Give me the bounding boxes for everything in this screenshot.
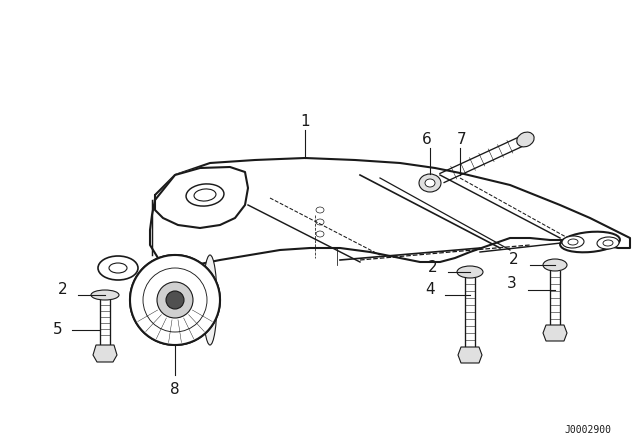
Text: 4: 4 [425, 283, 435, 297]
Ellipse shape [91, 290, 119, 300]
Circle shape [157, 282, 193, 318]
Text: 8: 8 [170, 383, 180, 397]
Text: 2: 2 [509, 253, 519, 267]
Circle shape [130, 255, 220, 345]
Text: 2: 2 [428, 259, 438, 275]
Polygon shape [543, 325, 567, 341]
Ellipse shape [516, 132, 534, 147]
Polygon shape [150, 158, 630, 265]
Ellipse shape [457, 266, 483, 278]
Ellipse shape [419, 174, 441, 192]
Ellipse shape [186, 184, 224, 206]
Text: 7: 7 [457, 133, 467, 147]
Ellipse shape [425, 179, 435, 187]
Text: 1: 1 [300, 115, 310, 129]
Ellipse shape [543, 259, 567, 271]
Polygon shape [155, 167, 248, 228]
Ellipse shape [203, 255, 217, 345]
Ellipse shape [597, 237, 619, 249]
Polygon shape [458, 347, 482, 363]
Text: 6: 6 [422, 133, 432, 147]
Text: J0002900: J0002900 [564, 425, 611, 435]
Circle shape [130, 255, 220, 345]
Ellipse shape [98, 256, 138, 280]
Polygon shape [93, 345, 117, 362]
Circle shape [166, 291, 184, 309]
Text: 2: 2 [58, 283, 68, 297]
Text: 5: 5 [53, 323, 63, 337]
Ellipse shape [562, 236, 584, 248]
Text: 3: 3 [507, 276, 517, 290]
Ellipse shape [560, 232, 620, 252]
